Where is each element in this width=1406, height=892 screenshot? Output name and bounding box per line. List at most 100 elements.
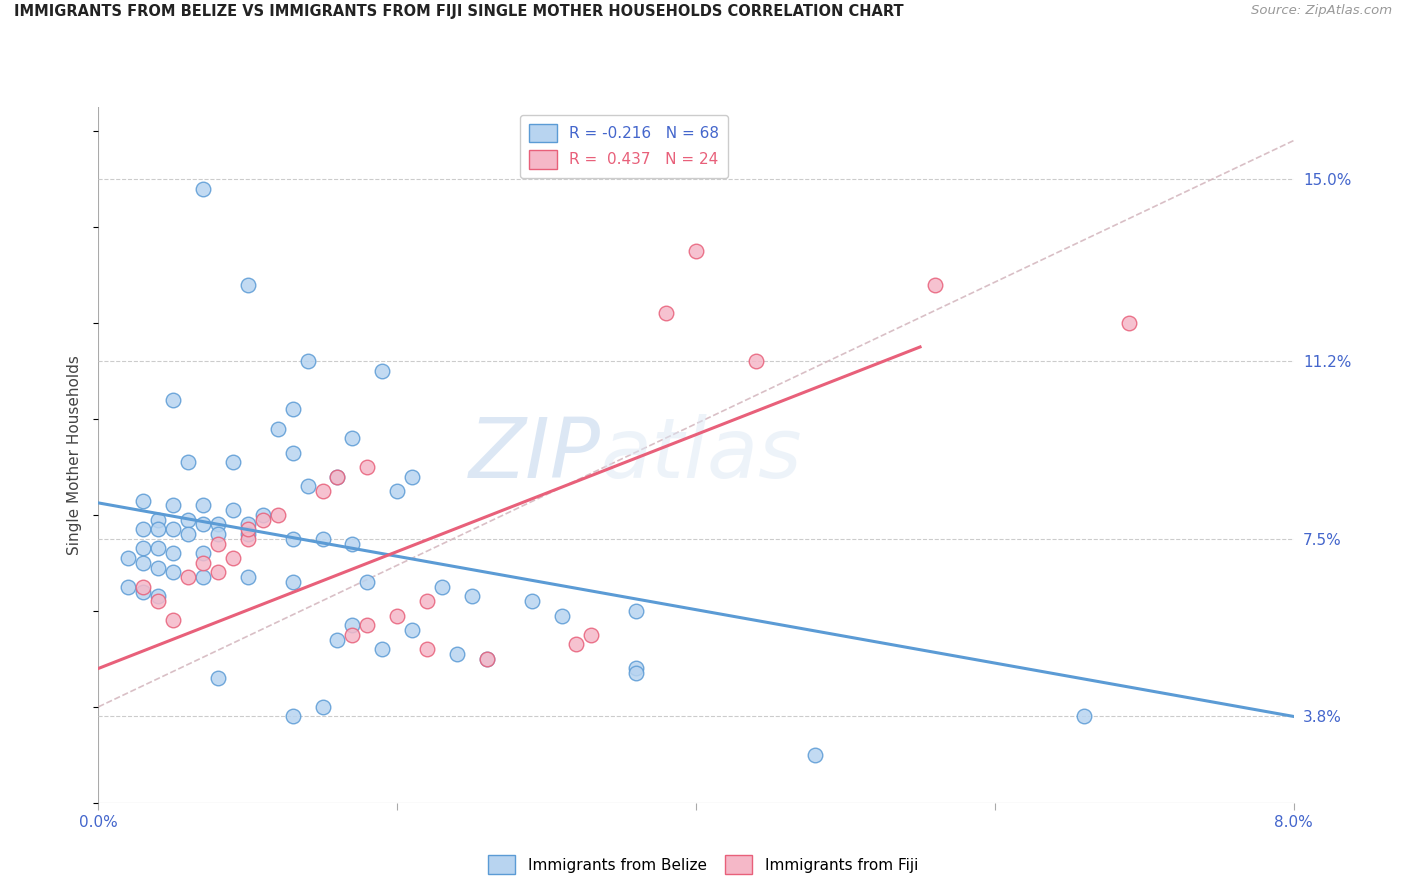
Point: [565, 637, 588, 651]
Point: [162, 546, 184, 560]
Point: [148, 560, 170, 574]
Point: [685, 244, 707, 258]
Point: [401, 469, 423, 483]
Point: [148, 590, 170, 604]
Point: [132, 493, 155, 508]
Point: [117, 551, 139, 566]
Point: [191, 570, 214, 584]
Point: [148, 594, 170, 608]
Point: [342, 431, 364, 445]
Point: [581, 628, 603, 642]
Point: [191, 498, 214, 512]
Point: [148, 541, 170, 556]
Point: [177, 527, 200, 541]
Point: [267, 421, 290, 435]
Point: [416, 805, 439, 820]
Point: [162, 566, 184, 580]
Point: [191, 556, 214, 570]
Point: [236, 517, 259, 532]
Point: [281, 445, 304, 459]
Point: [1118, 316, 1140, 330]
Point: [222, 503, 245, 517]
Point: [446, 647, 468, 661]
Point: [281, 532, 304, 546]
Point: [475, 652, 498, 666]
Text: IMMIGRANTS FROM BELIZE VS IMMIGRANTS FROM FIJI SINGLE MOTHER HOUSEHOLDS CORRELAT: IMMIGRANTS FROM BELIZE VS IMMIGRANTS FRO…: [14, 4, 904, 20]
Point: [461, 590, 484, 604]
Point: [281, 709, 304, 723]
Point: [371, 642, 394, 657]
Point: [207, 566, 229, 580]
Point: [430, 580, 453, 594]
Point: [222, 455, 245, 469]
Legend: Immigrants from Belize, Immigrants from Fiji: Immigrants from Belize, Immigrants from …: [482, 849, 924, 880]
Point: [924, 277, 946, 292]
Point: [624, 661, 647, 675]
Point: [804, 747, 827, 762]
Point: [117, 580, 139, 594]
Point: [326, 632, 349, 647]
Point: [162, 498, 184, 512]
Point: [371, 364, 394, 378]
Point: [177, 513, 200, 527]
Point: [236, 527, 259, 541]
Point: [655, 306, 678, 320]
Point: [207, 527, 229, 541]
Point: [356, 459, 378, 474]
Text: Source: ZipAtlas.com: Source: ZipAtlas.com: [1251, 4, 1392, 18]
Point: [267, 508, 290, 522]
Point: [191, 517, 214, 532]
Point: [148, 513, 170, 527]
Point: [132, 556, 155, 570]
Point: [624, 666, 647, 681]
Point: [191, 181, 214, 195]
Point: [342, 628, 364, 642]
Point: [745, 354, 768, 368]
Point: [236, 522, 259, 536]
Point: [162, 522, 184, 536]
Point: [475, 652, 498, 666]
Point: [252, 508, 274, 522]
Point: [236, 532, 259, 546]
Point: [326, 469, 349, 483]
Point: [311, 532, 333, 546]
Point: [222, 551, 245, 566]
Point: [401, 623, 423, 637]
Point: [132, 584, 155, 599]
Point: [132, 580, 155, 594]
Point: [1073, 709, 1095, 723]
Point: [177, 570, 200, 584]
Point: [207, 537, 229, 551]
Point: [236, 570, 259, 584]
Y-axis label: Single Mother Households: Single Mother Households: [67, 355, 83, 555]
Point: [252, 513, 274, 527]
Point: [236, 277, 259, 292]
Point: [207, 671, 229, 685]
Point: [416, 594, 439, 608]
Point: [162, 614, 184, 628]
Point: [162, 392, 184, 407]
Point: [520, 594, 543, 608]
Point: [342, 618, 364, 632]
Point: [342, 537, 364, 551]
Point: [311, 483, 333, 498]
Point: [207, 517, 229, 532]
Point: [132, 541, 155, 556]
Point: [385, 483, 409, 498]
Point: [326, 469, 349, 483]
Point: [281, 575, 304, 590]
Point: [356, 575, 378, 590]
Point: [356, 618, 378, 632]
Text: ZIP: ZIP: [468, 415, 600, 495]
Point: [177, 455, 200, 469]
Point: [311, 699, 333, 714]
Point: [132, 522, 155, 536]
Point: [281, 402, 304, 417]
Point: [148, 522, 170, 536]
Point: [550, 608, 572, 623]
Point: [191, 546, 214, 560]
Text: atlas: atlas: [600, 415, 801, 495]
Point: [624, 604, 647, 618]
Legend: R = -0.216   N = 68, R =  0.437   N = 24: R = -0.216 N = 68, R = 0.437 N = 24: [520, 115, 728, 178]
Point: [385, 608, 409, 623]
